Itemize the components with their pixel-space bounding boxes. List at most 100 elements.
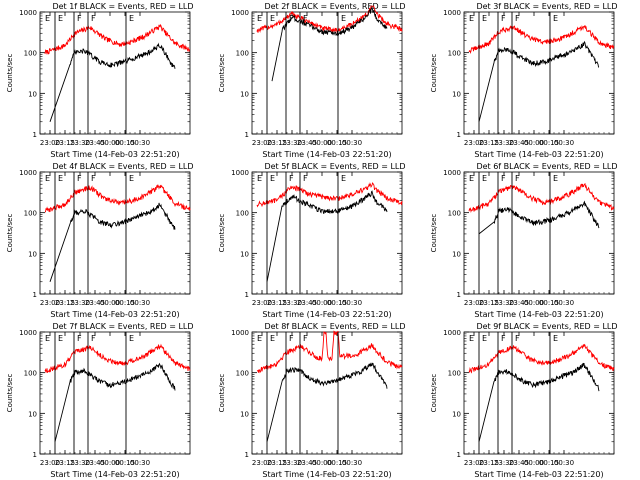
y-tick-label: 1 bbox=[457, 291, 461, 299]
event-marker-label: E bbox=[482, 334, 487, 343]
panel-title: Det 4f BLACK = Events, RED = LLD bbox=[52, 162, 193, 171]
x-tick-label: 23:00 bbox=[40, 299, 60, 307]
x-tick-label: 23:30 bbox=[494, 459, 514, 467]
y-axis-label: Counts/sec bbox=[218, 374, 226, 413]
event-marker-label: E bbox=[129, 14, 134, 23]
x-tick-label: 23:30 bbox=[494, 299, 514, 307]
y-tick-label: 1 bbox=[33, 451, 37, 459]
x-tick-label: 00:30 bbox=[554, 459, 574, 467]
x-tick-label: 23:30 bbox=[70, 139, 90, 147]
event-marker-label: F bbox=[289, 174, 294, 183]
event-marker-label: E bbox=[469, 334, 474, 343]
y-tick-label: 1 bbox=[245, 131, 249, 139]
panel-title: Det 6f BLACK = Events, RED = LLD bbox=[476, 162, 617, 171]
x-tick-label: 00:15 bbox=[327, 139, 347, 147]
y-tick-label: 100 bbox=[236, 210, 249, 218]
x-tick-label: 00:15 bbox=[327, 459, 347, 467]
event-marker-label: F bbox=[77, 174, 82, 183]
panel-8: Det 8f BLACK = Events, RED = LLD Counts/s… bbox=[218, 322, 406, 479]
x-tick-label: 00:00 bbox=[100, 139, 120, 147]
x-tick-label: 23:15 bbox=[267, 299, 287, 307]
event-marker-label: F bbox=[77, 334, 82, 343]
x-axis-label: Start Time (14-Feb-03 22:51:20) bbox=[262, 150, 391, 159]
x-tick-label: 23:45 bbox=[85, 139, 105, 147]
event-marker-label: E bbox=[257, 174, 262, 183]
x-tick-label: 00:30 bbox=[554, 139, 574, 147]
y-tick-label: 100 bbox=[236, 50, 249, 58]
event-marker-label: F bbox=[515, 334, 520, 343]
y-tick-label: 10 bbox=[240, 410, 249, 418]
panel-3: Det 3f BLACK = Events, RED = LLD Counts/s… bbox=[430, 2, 618, 159]
event-marker-label: E bbox=[469, 14, 474, 23]
y-tick-label: 10 bbox=[28, 90, 37, 98]
event-marker-label: E bbox=[45, 334, 50, 343]
event-marker-label: F bbox=[303, 334, 308, 343]
events-series-line bbox=[478, 362, 600, 442]
x-tick-label: 23:00 bbox=[464, 139, 484, 147]
event-marker-label: E bbox=[270, 14, 275, 23]
x-tick-label: 23:30 bbox=[282, 299, 302, 307]
y-tick-label: 100 bbox=[24, 50, 37, 58]
y-tick-label: 100 bbox=[448, 370, 461, 378]
panel-title: Det 3f BLACK = Events, RED = LLD bbox=[476, 2, 617, 11]
event-marker-label: F bbox=[303, 174, 308, 183]
y-tick-label: 1000 bbox=[443, 9, 461, 17]
x-tick-label: 00:30 bbox=[130, 299, 150, 307]
panel-4: Det 4f BLACK = Events, RED = LLD Counts/s… bbox=[6, 162, 194, 319]
y-tick-label: 10 bbox=[28, 250, 37, 258]
lld-series-line bbox=[468, 25, 615, 54]
y-tick-label: 1 bbox=[245, 291, 249, 299]
events-series-line bbox=[478, 40, 600, 122]
lld-series-line bbox=[44, 183, 191, 213]
events-series-line bbox=[478, 200, 600, 235]
y-tick-label: 1000 bbox=[443, 169, 461, 177]
event-marker-label: F bbox=[289, 334, 294, 343]
x-axis-label: Start Time (14-Feb-03 22:51:20) bbox=[262, 310, 391, 319]
x-tick-label: 23:45 bbox=[85, 459, 105, 467]
lld-series-line bbox=[256, 330, 403, 374]
x-tick-label: 00:15 bbox=[115, 139, 135, 147]
x-tick-label: 23:00 bbox=[40, 459, 60, 467]
panel-5: Det 5f BLACK = Events, RED = LLD Counts/s… bbox=[218, 162, 406, 319]
x-axis-label: Start Time (14-Feb-03 22:51:20) bbox=[262, 470, 391, 479]
event-marker-label: E bbox=[45, 14, 50, 23]
event-marker-label: E bbox=[553, 174, 558, 183]
y-tick-label: 1000 bbox=[231, 169, 249, 177]
y-tick-label: 1000 bbox=[231, 9, 249, 17]
event-marker-label: F bbox=[91, 14, 96, 23]
x-axis-label: Start Time (14-Feb-03 22:51:20) bbox=[474, 150, 603, 159]
x-axis-label: Start Time (14-Feb-03 22:51:20) bbox=[50, 150, 179, 159]
panel-2: Det 2f BLACK = Events, RED = LLD Counts/s… bbox=[218, 2, 406, 159]
x-tick-label: 23:00 bbox=[464, 459, 484, 467]
y-tick-label: 1000 bbox=[19, 9, 37, 17]
event-marker-label: E bbox=[341, 174, 346, 183]
event-marker-label: F bbox=[501, 14, 506, 23]
event-marker-label: E bbox=[58, 174, 63, 183]
event-marker-label: E bbox=[482, 14, 487, 23]
y-axis-label: Counts/sec bbox=[6, 54, 14, 93]
events-series-line bbox=[49, 42, 176, 122]
event-marker-label: F bbox=[515, 14, 520, 23]
x-tick-label: 00:30 bbox=[342, 459, 362, 467]
events-series-line bbox=[266, 362, 388, 442]
y-tick-label: 100 bbox=[448, 50, 461, 58]
y-axis-label: Counts/sec bbox=[430, 214, 438, 253]
y-tick-label: 10 bbox=[240, 90, 249, 98]
panel-title: Det 1f BLACK = Events, RED = LLD bbox=[52, 2, 193, 11]
x-tick-label: 00:30 bbox=[342, 299, 362, 307]
x-tick-label: 00:00 bbox=[524, 139, 544, 147]
event-marker-label: E bbox=[553, 14, 558, 23]
panel-1: Det 1f BLACK = Events, RED = LLD Counts/s… bbox=[6, 2, 194, 159]
x-tick-label: 00:15 bbox=[539, 459, 559, 467]
x-tick-label: 23:15 bbox=[55, 459, 75, 467]
lld-series-line bbox=[468, 182, 615, 213]
panel-title: Det 8f BLACK = Events, RED = LLD bbox=[264, 322, 405, 331]
x-tick-label: 23:00 bbox=[252, 299, 272, 307]
x-tick-label: 23:15 bbox=[479, 299, 499, 307]
y-tick-label: 10 bbox=[452, 250, 461, 258]
x-tick-label: 23:45 bbox=[509, 299, 529, 307]
y-tick-label: 1 bbox=[33, 291, 37, 299]
x-tick-label: 00:15 bbox=[115, 459, 135, 467]
x-tick-label: 23:00 bbox=[40, 139, 60, 147]
